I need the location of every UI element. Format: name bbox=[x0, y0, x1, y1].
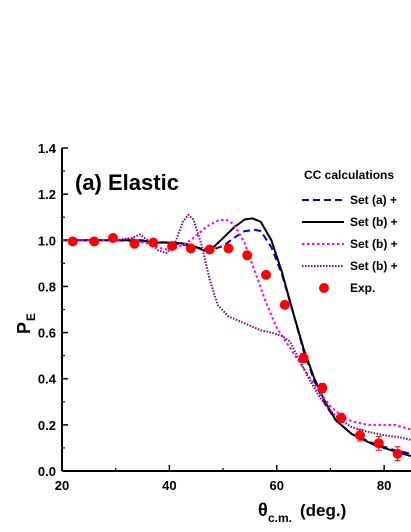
exp-data-point bbox=[373, 438, 384, 449]
exp-data-point bbox=[298, 352, 309, 363]
exp-data-point bbox=[167, 241, 178, 252]
y-axis-title: P E bbox=[14, 313, 38, 334]
legend-label: Set (b) + bbox=[350, 259, 398, 273]
exp-data-point bbox=[279, 299, 290, 310]
legend-label: Set (b) + bbox=[350, 215, 398, 229]
exp-data-point bbox=[354, 430, 365, 441]
y-tick-label: 0.0 bbox=[38, 464, 56, 479]
panel-label: (a) Elastic bbox=[75, 170, 179, 195]
marker-layer bbox=[67, 232, 403, 462]
y-tick-label: 0.8 bbox=[38, 279, 56, 294]
x-axis-title: θ c.m. (deg.) bbox=[258, 500, 346, 525]
exp-data-point bbox=[317, 382, 328, 393]
x-axis-label-subscript: c.m. bbox=[268, 511, 292, 525]
x-tick-label: 20 bbox=[55, 478, 69, 493]
series-layer bbox=[62, 213, 411, 457]
y-axis-label-subscript: E bbox=[24, 313, 38, 321]
y-tick-label: 1.2 bbox=[38, 187, 56, 202]
x-tick-label: 80 bbox=[377, 478, 391, 493]
exp-data-point bbox=[392, 448, 403, 459]
legend-label: Set (a) + bbox=[350, 193, 397, 207]
exp-data-point bbox=[242, 250, 253, 261]
series-line-1 bbox=[62, 217, 411, 457]
series-line-0 bbox=[62, 228, 411, 455]
y-tick-label: 0.6 bbox=[38, 326, 56, 341]
y-tick-label: 0.2 bbox=[38, 418, 56, 433]
y-tick-label: 0.4 bbox=[38, 372, 57, 387]
exp-data-point bbox=[108, 232, 119, 243]
legend-label: Exp. bbox=[350, 281, 375, 295]
x-axis-label-unit: (deg.) bbox=[300, 501, 346, 520]
exp-data-point bbox=[336, 412, 347, 423]
exp-data-point bbox=[223, 243, 234, 254]
y-tick-label: 1.0 bbox=[38, 233, 56, 248]
legend-marker bbox=[319, 283, 329, 293]
x-tick-label: 40 bbox=[162, 478, 176, 493]
y-tick-label: 1.4 bbox=[38, 141, 57, 156]
x-tick-label: 60 bbox=[270, 478, 284, 493]
y-axis-label-main: P bbox=[14, 322, 34, 334]
exp-data-point bbox=[67, 236, 78, 247]
x-axis-label-symbol: θ bbox=[258, 500, 268, 520]
legend-label: Set (b) + bbox=[350, 237, 398, 251]
exp-data-point bbox=[261, 269, 272, 280]
axes-layer: 0.0 0.2 0.4 0.6 0.8 1.0 1.2 1.4 20 40 60 80 bbox=[38, 141, 411, 493]
legend: Set (a) + Set (b) + Set (b) + Set (b) + Exp. bbox=[302, 193, 398, 295]
exp-data-point bbox=[204, 244, 215, 255]
series-line-2 bbox=[62, 218, 411, 431]
exp-data-point bbox=[129, 238, 140, 249]
exp-data-point bbox=[148, 237, 159, 248]
exp-data-point bbox=[185, 243, 196, 254]
exp-data-point bbox=[89, 236, 100, 247]
legend-title: CC calculations bbox=[304, 168, 394, 182]
